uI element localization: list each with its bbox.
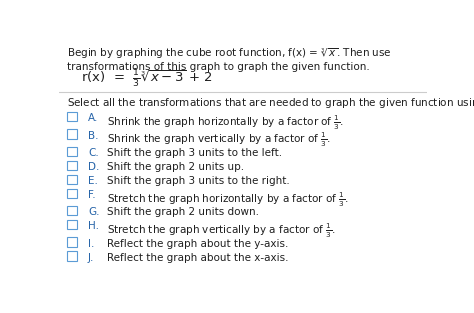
Text: Reflect the graph about the y-axis.: Reflect the graph about the y-axis. xyxy=(107,239,288,249)
Text: A.: A. xyxy=(88,114,98,123)
Bar xyxy=(67,175,76,184)
Bar xyxy=(67,220,76,229)
Text: F.: F. xyxy=(88,190,96,200)
Text: Shift the graph 2 units down.: Shift the graph 2 units down. xyxy=(107,208,259,218)
Bar xyxy=(67,147,76,156)
Bar xyxy=(67,112,76,121)
Bar xyxy=(67,189,76,198)
Text: Shrink the graph vertically by a factor of $\frac{1}{3}$.: Shrink the graph vertically by a factor … xyxy=(107,131,331,149)
Text: G.: G. xyxy=(88,208,100,218)
Text: Select all the transformations that are needed to graph the given function using: Select all the transformations that are … xyxy=(66,97,474,111)
Text: Shift the graph 3 units to the right.: Shift the graph 3 units to the right. xyxy=(107,176,290,186)
Text: B.: B. xyxy=(88,131,99,141)
Bar xyxy=(67,238,76,247)
Text: Shrink the graph horizontally by a factor of $\frac{1}{3}$.: Shrink the graph horizontally by a facto… xyxy=(107,114,344,132)
Text: Stretch the graph horizontally by a factor of $\frac{1}{3}$.: Stretch the graph horizontally by a fact… xyxy=(107,190,349,208)
Bar xyxy=(67,161,76,170)
Bar xyxy=(67,206,76,215)
Text: Reflect the graph about the x-axis.: Reflect the graph about the x-axis. xyxy=(107,253,289,263)
Text: Stretch the graph vertically by a factor of $\frac{1}{3}$.: Stretch the graph vertically by a factor… xyxy=(107,222,336,240)
Text: Shift the graph 2 units up.: Shift the graph 2 units up. xyxy=(107,162,244,172)
Text: D.: D. xyxy=(88,162,99,172)
Text: r(x)  =  $\frac{1}{3}\sqrt[3]{x-3}$ + 2: r(x) = $\frac{1}{3}\sqrt[3]{x-3}$ + 2 xyxy=(82,68,213,90)
Text: I.: I. xyxy=(88,239,94,249)
Text: Begin by graphing the cube root function, f(x) = $\sqrt[3]{x}$. Then use transfo: Begin by graphing the cube root function… xyxy=(66,46,392,73)
Text: E.: E. xyxy=(88,176,98,186)
Text: J.: J. xyxy=(88,253,94,263)
Text: H.: H. xyxy=(88,222,99,231)
Bar xyxy=(67,251,76,260)
Text: C.: C. xyxy=(88,148,99,158)
Bar xyxy=(67,130,76,139)
Text: Shift the graph 3 units to the left.: Shift the graph 3 units to the left. xyxy=(107,148,282,158)
